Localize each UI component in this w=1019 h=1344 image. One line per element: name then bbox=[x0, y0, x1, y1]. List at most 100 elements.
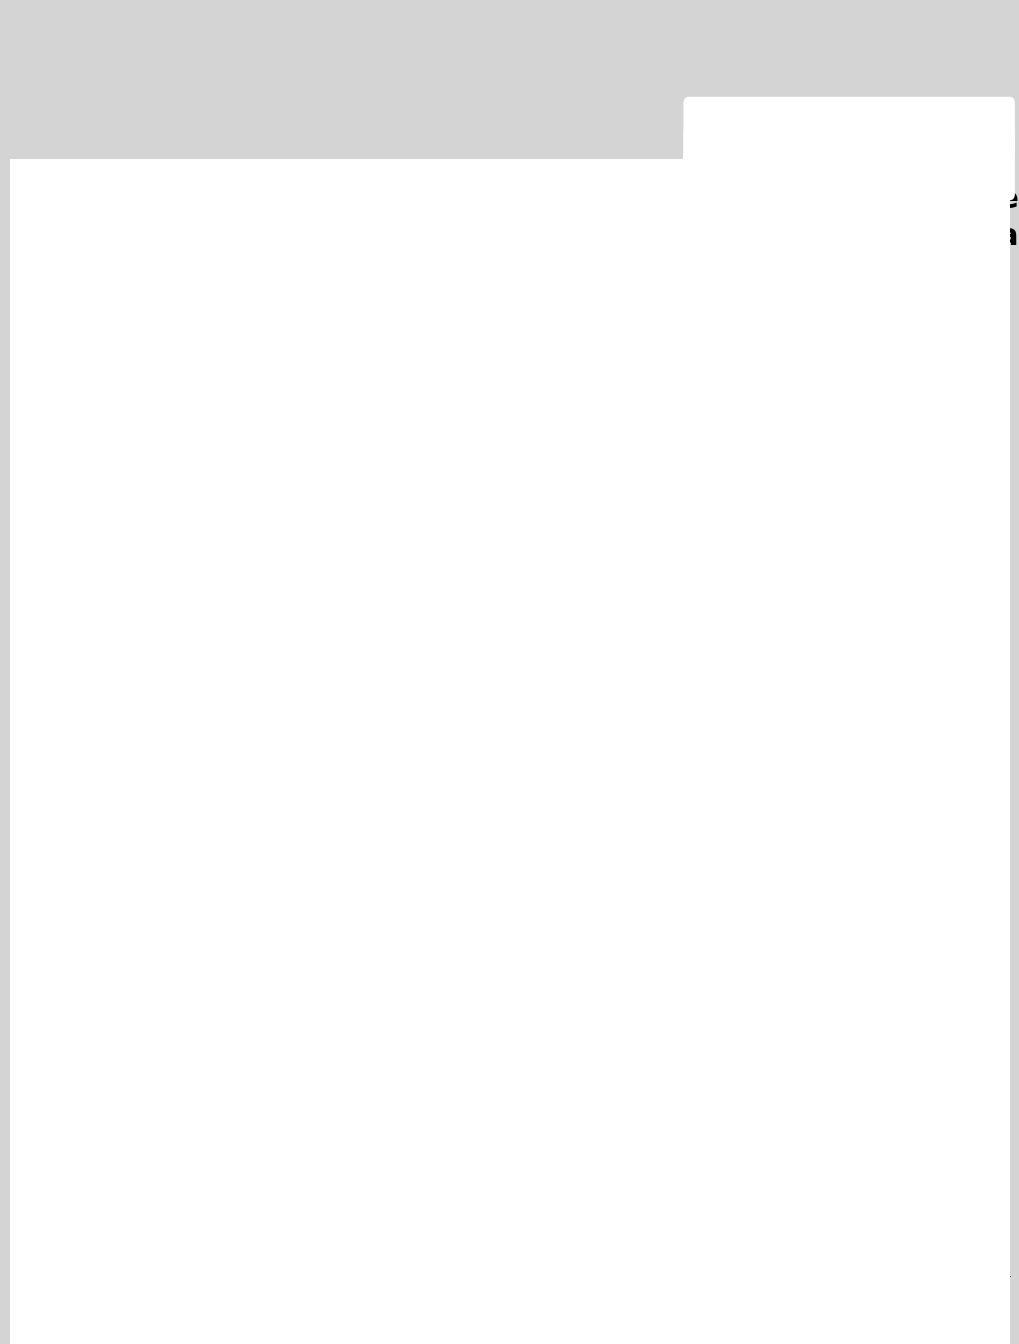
Text: ³Chicago Botanic Garden, 1000 Lake Cook Road, Glencoe, Illinois 60022, USA: ³Chicago Botanic Garden, 1000 Lake Cook … bbox=[50, 314, 452, 324]
Text: rejón fossil assemblage deposited in a small fluvial channel exhibited a 6.3‰ ra: rejón fossil assemblage deposited in a s… bbox=[50, 497, 638, 507]
Text: light, closed-canopy forest δ¹³Cₗₑₐᶠ values range: light, closed-canopy forest δ¹³Cₗₑₐᶠ val… bbox=[541, 722, 809, 731]
Text: of ¹³C fractionation during enzymatic carbon: of ¹³C fractionation during enzymatic ca… bbox=[541, 616, 792, 625]
Text: An even-narrower range of δ¹³C values (2.7‰) was observed for a leaf assemblage : An even-narrower range of δ¹³C values (2… bbox=[50, 536, 624, 547]
Text: for fossil leaves and leaf fragments.: for fossil leaves and leaf fragments. bbox=[541, 484, 744, 493]
Text: that the wide diagnostic range of δ¹³C values: that the wide diagnostic range of δ¹³C v… bbox=[541, 788, 797, 797]
Text: Three major mechanisms contribute to the: Three major mechanisms contribute to the bbox=[656, 769, 912, 778]
Text: Three major mechanisms contribute to the: Three major mechanisms contribute to the bbox=[541, 497, 798, 507]
Text: tion ≥2000 mm/yr) to which they are adapted: tion ≥2000 mm/yr) to which they are adap… bbox=[50, 782, 310, 792]
Text: 1980). (2) Higher humidity lower in the under-: 1980). (2) Higher humidity lower in the … bbox=[656, 848, 917, 857]
Text: While modern forests have their origin in the diversification and expansion of a: While modern forests have their origin i… bbox=[50, 391, 650, 402]
Text: drivers, leaving few empirical tools that can be: drivers, leaving few empirical tools tha… bbox=[353, 848, 618, 857]
Text: closed-canopy forests that could serve as a proxy signature for canopy structure: closed-canopy forests that could serve a… bbox=[50, 444, 635, 454]
Text: fixation (Δₗₑₐᶠ; Ehleringer et al., 1986; Madha-: fixation (Δₗₑₐᶠ; Ehleringer et al., 1986… bbox=[541, 629, 796, 638]
Text: Heather V. Graham¹ʸ², Fabiany Herrera³, Carlos Jaramillo⁴ʸ⁵, Scott L. Wing⁶ and : Heather V. Graham¹ʸ², Fabiany Herrera³, … bbox=[50, 267, 723, 281]
Text: CO₂ during this time period. This study confirms other lines of evidence suggest: CO₂ during this time period. This study … bbox=[50, 589, 613, 599]
Text: https://doi.org/10.1130/G46152.1: https://doi.org/10.1130/G46152.1 bbox=[752, 43, 926, 52]
Text: cal rainforest lineages as far back as 100 Ma: cal rainforest lineages as far back as 1… bbox=[353, 716, 605, 726]
Text: the Cerrejón Formation had a range of 3.3‰, consistent with vegetation along a l: the Cerrejón Formation had a range of 3.… bbox=[50, 523, 636, 534]
Text: ic mixing create elevated CO₂ concentrations: ic mixing create elevated CO₂ concentrat… bbox=[656, 808, 912, 818]
Text: closed-canopy forests in tropical South America existed by the late Paleocene, a: closed-canopy forests in tropical South … bbox=[50, 602, 629, 613]
Text: relatively common leaf compression fossils. If: relatively common leaf compression fossi… bbox=[656, 716, 913, 726]
Text: developed, and estimates of their origin range: developed, and estimates of their origin… bbox=[353, 650, 615, 660]
Text: Geological Society of America  |  GEOLOGY  |  Volume 47  |  Number XX  |  www.gs: Geological Society of America | GEOLOGY … bbox=[270, 1292, 749, 1301]
Text: downward from upper canopy to understory: downward from upper canopy to understory bbox=[541, 405, 790, 414]
Text: from the mid-Cretaceous to the early Paleogene: from the mid-Cretaceous to the early Pal… bbox=[353, 663, 624, 673]
Text: by carbon isotope measurements from as few as: by carbon isotope measurements from as f… bbox=[541, 813, 817, 824]
Text: canopy effect. (1) High rates of respiration by: canopy effect. (1) High rates of respira… bbox=[541, 509, 799, 520]
Text: Closed-canopy tropical forests are the most: Closed-canopy tropical forests are the m… bbox=[50, 650, 311, 660]
Text: GEOLOGY: GEOLOGY bbox=[28, 31, 367, 93]
Text: carbon, and climate dynamics at continen-: carbon, and climate dynamics at continen… bbox=[50, 676, 291, 687]
Text: Geology, v. 47, p.          , https://doi.org/10.1130/G46152.1: Geology, v. 47, p. , https://doi.org/10.… bbox=[50, 1238, 335, 1249]
Text: ered from the Cretaceous Guaduas Formation, and suggests vegetation with an open: ered from the Cretaceous Guaduas Formati… bbox=[50, 550, 644, 559]
Text: THE GEOLOGICAL SOCIETY: THE GEOLOGICAL SOCIETY bbox=[394, 42, 551, 55]
Text: Downloaded from https://pubs.geoscienceworld.org/gsa/geology/article-pdf/4825714: Downloaded from https://pubs.geosciencew… bbox=[50, 1308, 523, 1318]
Text: and could indicate that angiosperm-dominated,: and could indicate that angiosperm-domin… bbox=[353, 730, 621, 739]
Text: menting the morphological and ecological traits: menting the morphological and ecological… bbox=[353, 782, 623, 792]
Text: used to assess ancient forest structure (Beerling: used to assess ancient forest structure … bbox=[353, 862, 627, 871]
Text: one locality in the Maastrichtian Guaduas Formation of Colombia. Leaves from one: one locality in the Maastrichtian Guadua… bbox=[50, 484, 608, 493]
Text: is a strong vertical gradient in the carbon isotope (δ¹³C) composition of leaves: is a strong vertical gradient in the car… bbox=[50, 431, 621, 441]
Text: and Royer, 2002; Feild et al., 2011; Carins Mur-: and Royer, 2002; Feild et al., 2011; Car… bbox=[353, 875, 619, 884]
Text: 1980). (2) Higher humidity lower in the under-: 1980). (2) Higher humidity lower in the … bbox=[541, 577, 802, 586]
Text: a promising approach that could be applied to: a promising approach that could be appli… bbox=[541, 431, 802, 441]
Text: would allow canopy placement to be estimated: would allow canopy placement to be estim… bbox=[656, 742, 923, 753]
Text: Davis et al., 2005), except that fossils docu-: Davis et al., 2005), except that fossils… bbox=[353, 769, 601, 778]
Text: el from closed-canopy forest litter has shown: el from closed-canopy forest litter has … bbox=[541, 774, 796, 784]
Text: ic mixing create elevated CO₂ concentrations: ic mixing create elevated CO₂ concentrat… bbox=[541, 536, 797, 547]
Text: OF AMERICA®: OF AMERICA® bbox=[394, 62, 479, 74]
Text: this isotope gradient is preserved in fossils, it: this isotope gradient is preserved in fo… bbox=[656, 730, 912, 739]
Text: only ~12% of Earth’s surface, they account: only ~12% of Earth’s surface, they accou… bbox=[50, 716, 296, 726]
Text: © 2019 Geological Society of America. For permission to copy, contact editing@ge: © 2019 Geological Society of America. Fo… bbox=[20, 120, 453, 129]
Text: structure. Carbon isotope fractionation by Late Cretaceous and early Paleogene l: structure. Carbon isotope fractionation … bbox=[50, 563, 635, 573]
Text: would allow canopy placement to be estimated: would allow canopy placement to be estim… bbox=[541, 470, 808, 480]
Text: forests help maintain consistent temperatures: forests help maintain consistent tempera… bbox=[50, 755, 311, 766]
Text: leads to less ¹³C discrimination (Zimmerman and: leads to less ¹³C discrimination (Zimmer… bbox=[541, 681, 817, 692]
Text: (Burnham and Johnson, 2004). Time-calibrated: (Burnham and Johnson, 2004). Time-calibr… bbox=[353, 676, 616, 687]
Text: diverse modern biome and can drive water,: diverse modern biome and can drive water… bbox=[50, 663, 297, 673]
Text: in the Late Cretaceous and early Cenozoic, it is unclear whether the rise of clo: in the Late Cretaceous and early Cenozoi… bbox=[50, 405, 624, 414]
Text: by Northwestern University user: by Northwestern University user bbox=[50, 1322, 209, 1332]
Text: loss of leaf water, resulting in a fuller expression: loss of leaf water, resulting in a fulle… bbox=[541, 602, 816, 613]
Text: find isotopic evidence for a closed-canopy forest in the Cretaceous.: find isotopic evidence for a closed-cano… bbox=[50, 616, 482, 625]
Text: 50 leaves (Graham et al., 2014). Here we use: 50 leaves (Graham et al., 2014). Here we… bbox=[541, 827, 799, 837]
Text: Formation and Paleocene Cerrejón Formation: Formation and Paleocene Cerrejón Formati… bbox=[541, 867, 796, 876]
Text: (Vogel, 1978). This “canopy effect” provides: (Vogel, 1978). This “canopy effect” prov… bbox=[541, 418, 791, 427]
Text: 2008; Herrera et al., 2014). Further, leaf features: 2008; Herrera et al., 2014). Further, le… bbox=[353, 821, 631, 832]
Text: as much as 10‰ from the sun-lit canopy top to: as much as 10‰ from the sun-lit canopy t… bbox=[541, 734, 810, 745]
Text: and ¹³C-depleted CO₂ (δ¹³Cₐₜₘ) in the understo-: and ¹³C-depleted CO₂ (δ¹³Cₐₜₘ) in the un… bbox=[541, 550, 807, 559]
Text: that indicate dense canopy can reflect multiple: that indicate dense canopy can reflect m… bbox=[353, 835, 620, 845]
Text: consistent with a closed-canopy forest. Carbon isotope values from lacustrine se: consistent with a closed-canopy forest. … bbox=[50, 509, 635, 520]
Text: loss of leaf water, resulting in a fuller expression: loss of leaf water, resulting in a fulle… bbox=[656, 875, 930, 884]
Text: downward from upper canopy to understory: downward from upper canopy to understory bbox=[656, 676, 905, 687]
Text: ¹NASA Goddard Spaceflight Center, Code 691, Greenbelt, Maryland 20771, USA: ¹NASA Goddard Spaceflight Center, Code 6… bbox=[50, 288, 466, 298]
Text: in all cases similar to that by modern relatives, consistent with estimates of l: in all cases similar to that by modern r… bbox=[50, 577, 646, 586]
Text: for fossil leaves and leaf fragments.: for fossil leaves and leaf fragments. bbox=[656, 755, 859, 766]
Text: ⁵ISEM, Université de Montpellier, CNRS, EPHE, IRD, 34090 Montpellier, France: ⁵ISEM, Université de Montpellier, CNRS, … bbox=[50, 340, 453, 351]
Text: Revised manuscript received 3 July 2019: Revised manuscript received 3 July 2019 bbox=[740, 118, 938, 128]
Text: It is not well understood when angiosperm-: It is not well understood when angiosper… bbox=[50, 862, 309, 871]
Text: to four times that of leaves in the understory, and: to four times that of leaves in the unde… bbox=[541, 668, 824, 679]
Text: observed that the stable carbon isotope com-: observed that the stable carbon isotope … bbox=[541, 378, 799, 388]
Text: canopy increases the rate of photosynthesis up: canopy increases the rate of photosynthe… bbox=[541, 656, 809, 665]
Text: Canopy structure in Late Cretaceous and Paleocene forests as: Canopy structure in Late Cretaceous and … bbox=[50, 185, 1019, 214]
Text: story permits stomata to remain open without: story permits stomata to remain open wit… bbox=[541, 589, 801, 599]
Text: position of leaves (δ¹³Cₗₑₐᶠ) declines strongly: position of leaves (δ¹³Cₗₑₐᶠ) declines s… bbox=[541, 391, 790, 402]
Text: ry (Brooks et al., 1997; Medina and Minchin,: ry (Brooks et al., 1997; Medina and Minc… bbox=[656, 835, 906, 845]
Text: (Watson et al., 2000; Malhi et al., 2002). These: (Watson et al., 2000; Malhi et al., 2002… bbox=[50, 742, 315, 753]
Text: ABSTRACT: ABSTRACT bbox=[50, 378, 123, 391]
Text: tal and global scales (Burnham and Johnson,: tal and global scales (Burnham and Johns… bbox=[50, 689, 301, 700]
Text: (Vogel, 1978). This “canopy effect” provides: (Vogel, 1978). This “canopy effect” prov… bbox=[656, 689, 906, 700]
Text: lation and temperatures (Bastable et al., 1993;: lation and temperatures (Bastable et al.… bbox=[50, 835, 315, 845]
Text: tropical rainforests preceded or followed the end-Cretaceous extinction. The “ca: tropical rainforests preceded or followe… bbox=[50, 418, 647, 427]
Text: position of leaves (δ¹³Cₗₑₐᶠ) declines strongly: position of leaves (δ¹³Cₗₑₐᶠ) declines s… bbox=[656, 663, 905, 673]
Polygon shape bbox=[310, 20, 384, 99]
Text: ⁴Smithsonian Tropical Research Institute, Box 0843-03092, Balboa, Panama: ⁴Smithsonian Tropical Research Institute… bbox=[50, 327, 442, 337]
Text: canopy effect. (1) High rates of respiration by: canopy effect. (1) High rates of respira… bbox=[656, 782, 914, 792]
Text: molecular phylogenetic trees constructed for: molecular phylogenetic trees constructed… bbox=[353, 689, 607, 700]
Text: Manuscript received 18 November 2018: Manuscript received 18 November 2018 bbox=[741, 105, 937, 116]
Text: extant angiosperms place the modern tropi-: extant angiosperms place the modern trop… bbox=[353, 703, 601, 712]
Text: ⁶Department of Paleobiology, National Museum of Natural History, Smithsonian Ins: ⁶Department of Paleobiology, National Mu… bbox=[50, 353, 766, 363]
Text: the mid-Cretaceous (Soltis and Soltis, 2004;: the mid-Cretaceous (Soltis and Soltis, 2… bbox=[353, 755, 600, 766]
